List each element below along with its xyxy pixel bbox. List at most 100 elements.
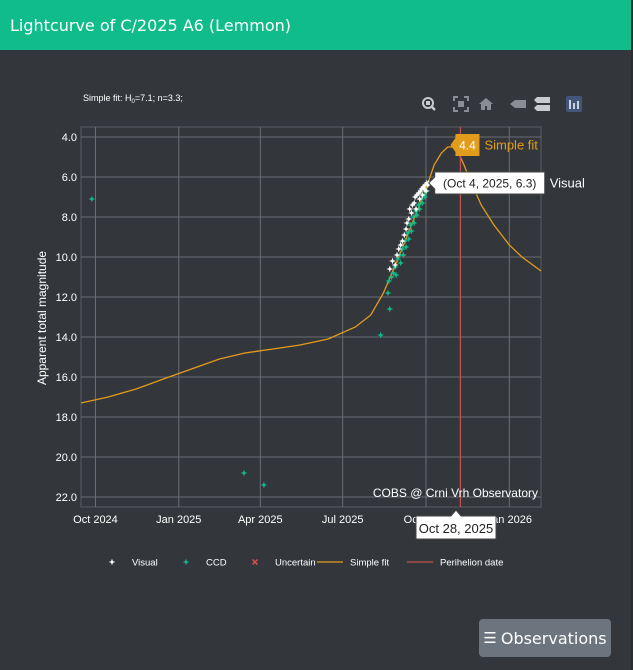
visual-point [422,187,430,195]
visual-point [393,251,401,259]
visual-point [402,225,410,233]
visual-point [406,205,414,213]
ccd-point [260,481,268,489]
visual-point [419,183,427,191]
visual-point [410,199,418,207]
visual-point [405,215,413,223]
fit-hover-box [450,134,480,156]
fit-note-suffix: =7.1; n=3.3; [134,93,183,103]
ccd-point [409,213,417,221]
visual-hover-value: (Oct 4, 2025, 6.3) [443,177,536,191]
visual-point [409,201,416,209]
ccd-point [384,289,392,297]
y-tick-label: 16.0 [56,372,77,384]
x-tick-label: Jan 2025 [156,514,201,526]
ccd-point [407,221,414,229]
visual-hover-name: Visual [550,176,585,191]
legend-label[interactable]: Uncertain [275,558,316,569]
legend: Visual CCD Uncertain Simple fit Perihelion d… [108,558,503,569]
plot-frame [80,126,542,508]
y-tick-label: 10.0 [56,252,77,264]
hover-compare-icon[interactable] [533,95,551,113]
ccd-point [413,211,421,219]
legend-symbol [108,558,116,566]
fit-note-prefix: Simple fit: H [83,93,132,103]
visual-point [395,245,403,253]
visual-point [397,241,404,249]
y-tick-label: 12.0 [56,292,77,304]
fit-hover-name: Simple fit [484,138,538,153]
visual-point [399,237,406,245]
ccd-point [394,255,402,263]
fit-parameters-note: Simple fit: H0=7.1; n=3.3; [83,93,183,105]
y-tick-label: 22.0 [56,492,77,504]
legend-symbol [182,558,190,566]
y-tick-label: 4.0 [62,132,77,144]
ccd-point [385,277,393,285]
ccd-point [386,305,394,313]
hover-closest-icon[interactable] [509,95,527,113]
watermark-text: COBS @ Crni Vrh Observatory [373,486,538,500]
ccd-point [390,269,397,277]
y-axis-label: Apparent total magnitude [35,251,49,385]
ccd-point [397,259,404,267]
visual-point [403,219,411,227]
page-header: Lightcurve of C/2025 A6 (Lemmon) [0,0,633,50]
y-tick-label: 8.0 [62,212,77,224]
ccd-point [410,219,418,227]
ccd-point [377,331,385,339]
visual-point [420,185,428,193]
ccd-point [400,251,407,259]
ccd-point [405,235,413,243]
legend-symbol [252,559,258,565]
y-tick-label: 20.0 [56,452,77,464]
plotly-logo-icon[interactable] [565,95,583,113]
legend-label[interactable]: Perihelion date [440,558,503,569]
ccd-point [388,273,395,281]
chart-panel [0,50,633,670]
visual-point [416,195,424,203]
x-hover-box [415,509,497,540]
fit-note-subscript: 0 [131,99,135,105]
ccd-point [415,201,423,209]
legend-label[interactable]: CCD [206,558,227,569]
visual-point [411,193,419,201]
list-icon: ☰ [483,629,497,647]
ccd-point [240,469,248,477]
visual-point [412,205,420,213]
x-tick-label: Jan 2026 [487,514,532,526]
x-tick-label: Jul 2025 [322,514,364,526]
visual-point [400,231,408,239]
observations-button[interactable]: ☰ Observations [479,619,611,657]
visual-point [386,265,394,273]
visual-point [413,191,421,199]
visual-point [391,261,399,269]
observations-button-label: Observations [500,628,607,648]
ccd-point [421,193,429,201]
visual-hover-box [428,171,546,195]
visual-point [389,257,396,265]
visual-point [417,187,424,195]
legend-label[interactable]: Visual [132,558,158,569]
home-icon[interactable] [477,95,495,113]
legend-label[interactable]: Simple fit [350,558,389,569]
ccd-point [419,199,426,207]
zoom-icon[interactable] [420,95,438,113]
visual-point [424,181,432,189]
fit-hover-value: 4.4 [459,139,476,153]
data-points [88,179,433,489]
ccd-point [88,195,96,203]
visual-point [415,189,423,197]
y-tick-label: 18.0 [56,412,77,424]
y-tick-label: 6.0 [62,172,77,184]
ccd-point [392,271,400,279]
visual-point [408,209,415,217]
ccd-point [402,243,410,251]
autoscale-icon[interactable] [452,95,470,113]
ccd-point [408,227,415,235]
x-tick-label: Oct 2024 [73,514,118,526]
x-tick-label: Apr 2025 [238,514,283,526]
ccd-point [404,229,412,237]
hover-labels: Oct 28, 2025 4.4 Simple fit (Oct 4, 2025, 6… [415,134,585,540]
